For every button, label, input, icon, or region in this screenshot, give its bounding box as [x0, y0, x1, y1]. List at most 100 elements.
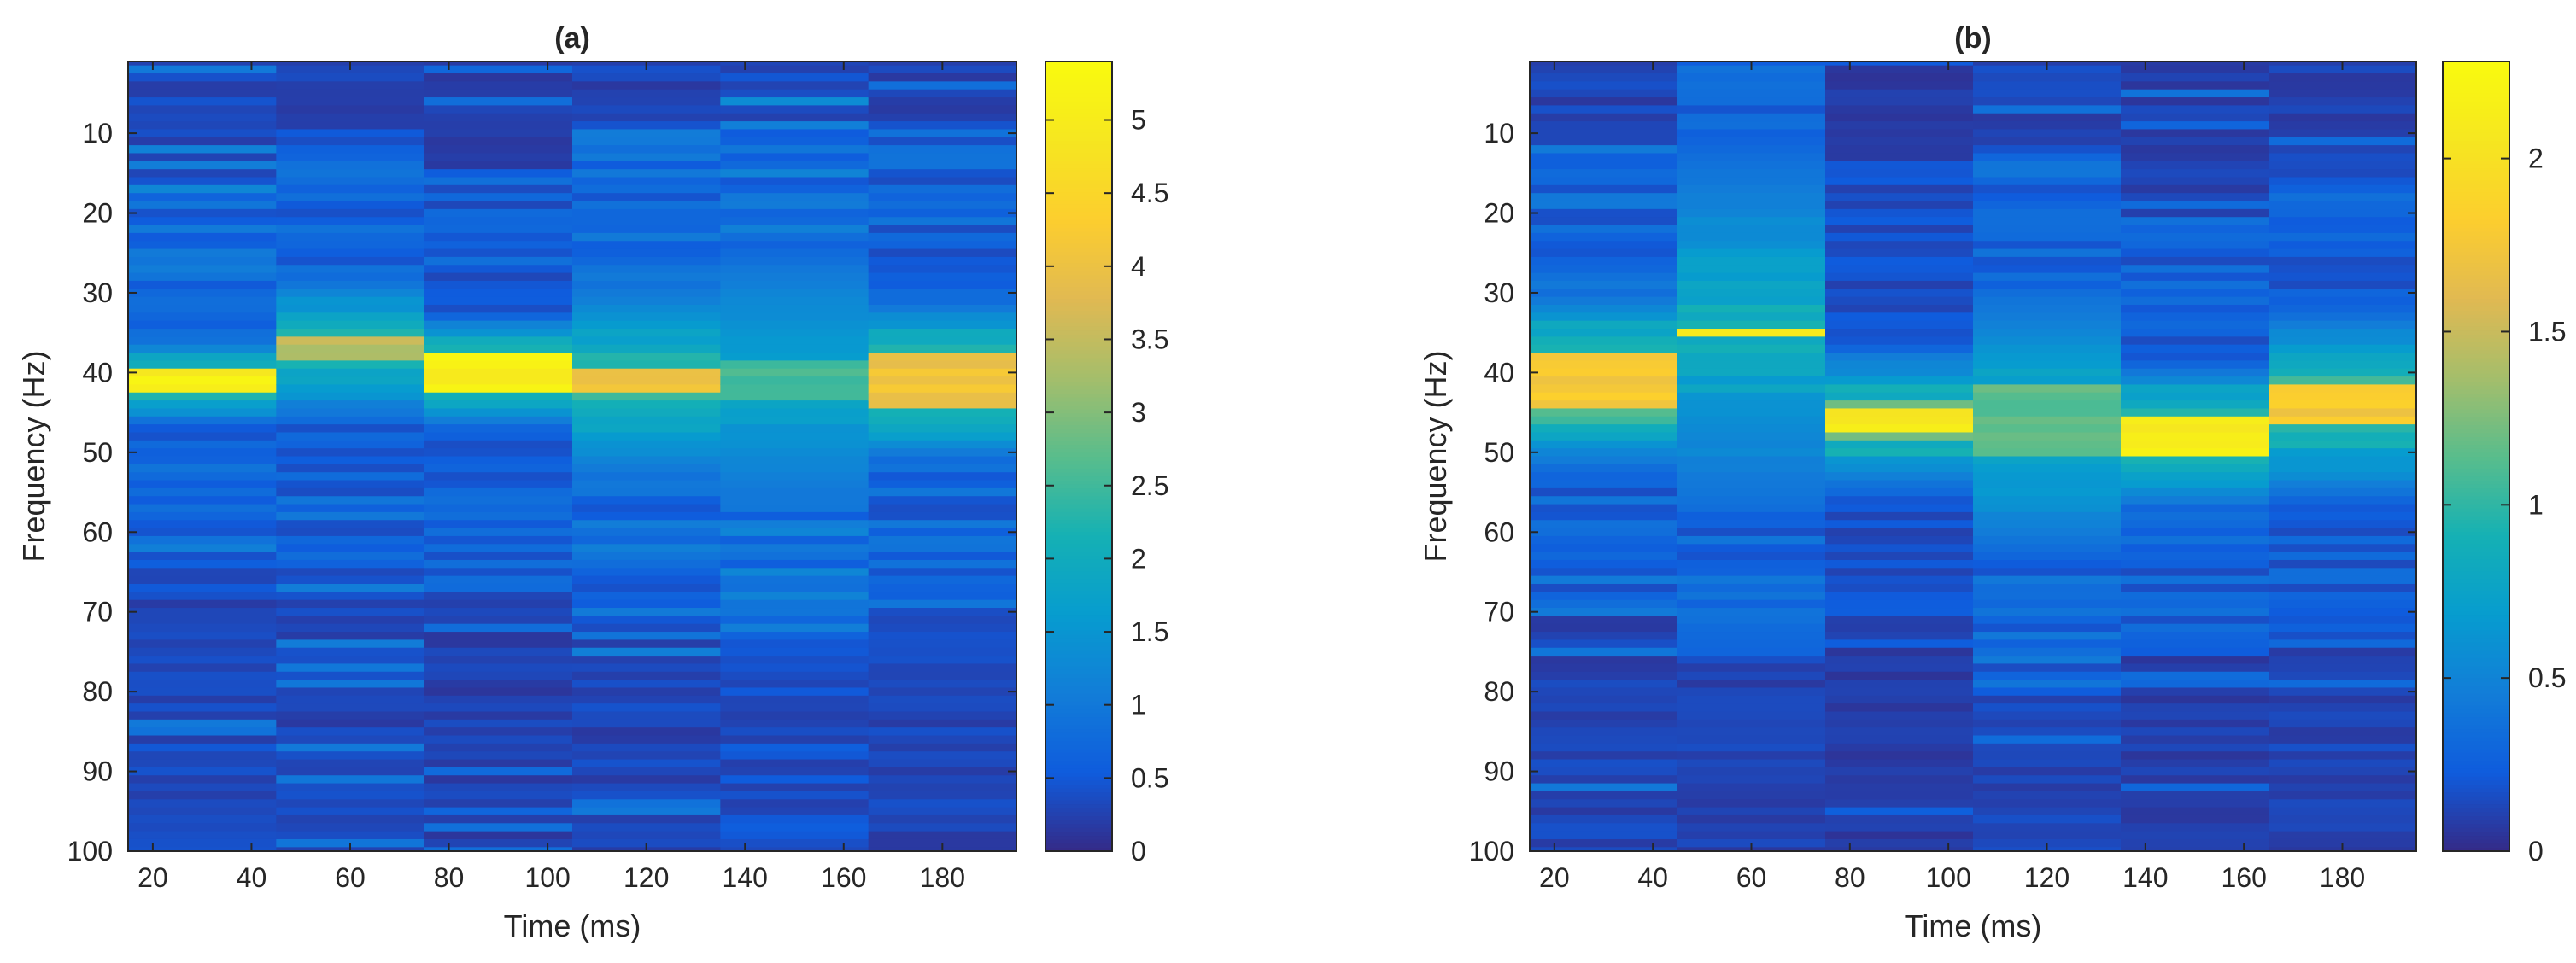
heatmap-cell-a-t90-f38 [424, 353, 573, 361]
heatmap-cell-a-t60-f11 [276, 137, 425, 146]
heatmap-cell-b-t180-f50 [2269, 448, 2417, 458]
heatmap-cell-a-t120-f45 [572, 408, 721, 417]
heatmap-cell-b-t180-f69 [2269, 599, 2417, 609]
heatmap-cell-a-t60-f3 [276, 73, 425, 82]
heatmap-cell-a-t60-f20 [276, 208, 425, 218]
heatmap-cell-a-t150-f48 [720, 432, 869, 441]
heatmap-cell-b-t90-f8 [1825, 113, 1974, 122]
colorbar-step-b [2443, 188, 2509, 193]
heatmap-cell-a-t150-f5 [720, 89, 869, 98]
colorbar-step-b [2443, 767, 2509, 773]
heatmap-cell-b-t30-f52 [1530, 464, 1678, 473]
heatmap-cell-b-t90-f90 [1825, 767, 1974, 776]
heatmap-cell-a-t150-f22 [720, 225, 869, 234]
heatmap-cell-a-t90-f59 [424, 520, 573, 529]
colorbar-step-b [2443, 61, 2509, 67]
heatmap-cell-a-t150-f42 [720, 384, 869, 394]
heatmap-cell-a-t150-f26 [720, 256, 869, 266]
heatmap-cell-a-t150-f15 [720, 169, 869, 178]
heatmap-cell-b-t120-f44 [1973, 400, 2122, 410]
heatmap-cell-b-t90-f20 [1825, 208, 1974, 218]
heatmap-cell-b-t150-f44 [2121, 400, 2269, 410]
heatmap-cell-a-t150-f21 [720, 217, 869, 226]
heatmap-cell-a-t60-f77 [276, 663, 425, 673]
heatmap-cell-a-t90-f26 [424, 256, 573, 266]
heatmap-cell-b-t120-f3 [1973, 73, 2122, 82]
heatmap-cell-b-t30-f18 [1530, 193, 1678, 202]
heatmap-cell-a-t120-f46 [572, 416, 721, 425]
colorbar-step-b [2443, 219, 2509, 225]
x-axis-label-a: Time (ms) [504, 908, 641, 943]
colorbar-step-a [1045, 61, 1112, 67]
heatmap-cell-a-t120-f85 [572, 727, 721, 737]
heatmap-cell-a-t150-f20 [720, 208, 869, 218]
heatmap-cell-b-t90-f70 [1825, 608, 1974, 616]
heatmap-cell-a-t120-f57 [572, 504, 721, 513]
heatmap-cell-a-t180-f24 [868, 241, 1017, 250]
heatmap-cell-a-t30-f4 [128, 81, 277, 90]
colorbar-step-a [1045, 480, 1112, 485]
heatmap-cell-b-t90-f2 [1825, 65, 1974, 74]
colorbar-step-b [2443, 641, 2509, 647]
heatmap-cell-a-t120-f64 [572, 559, 721, 569]
colorbar-step-b [2443, 772, 2509, 777]
heatmap-cell-b-t120-f55 [1973, 487, 2122, 497]
heatmap-cell-b-t30-f14 [1530, 160, 1678, 170]
colorbar-step-b [2443, 495, 2509, 500]
heatmap-cell-a-t90-f82 [424, 703, 573, 713]
heatmap-cell-b-t150-f100 [2121, 847, 2269, 852]
heatmap-cell-b-t30-f100 [1530, 847, 1678, 852]
colorbar-step-b [2443, 341, 2509, 347]
heatmap-cell-b-t120-f78 [1973, 671, 2122, 680]
heatmap-cell-a-t120-f82 [572, 703, 721, 713]
colorbar-step-b [2443, 152, 2509, 157]
heatmap-cell-b-t180-f40 [2269, 368, 2417, 377]
heatmap-cell-b-t90-f36 [1825, 336, 1974, 346]
heatmap-cell-b-t120-f38 [1973, 353, 2122, 361]
heatmap-cell-a-t90-f32 [424, 304, 573, 313]
colorbar-step-b [2443, 140, 2509, 145]
heatmap-cell-b-t90-f3 [1825, 73, 1974, 82]
heatmap-cell-b-t60-f28 [1677, 272, 1826, 282]
heatmap-cell-b-t150-f11 [2121, 137, 2269, 146]
heatmap-cell-b-t180-f35 [2269, 329, 2417, 337]
colorbar-step-a [1045, 254, 1112, 260]
colorbar-step-a [1045, 420, 1112, 426]
heatmap-cell-a-t30-f48 [128, 432, 277, 441]
heatmap-cell-b-t120-f67 [1973, 583, 2122, 592]
heatmap-cell-b-t150-f24 [2121, 241, 2269, 250]
heatmap-cell-b-t180-f6 [2269, 97, 2417, 106]
heatmap-cell-a-t30-f100 [128, 847, 277, 852]
heatmap-cell-b-t30-f83 [1530, 711, 1678, 721]
heatmap-cell-b-t60-f68 [1677, 592, 1826, 601]
heatmap-cell-a-t30-f24 [128, 241, 277, 250]
chart-title-a: (a) [554, 22, 590, 55]
heatmap-cell-a-t30-f65 [128, 568, 277, 577]
heatmap-cell-b-t180-f80 [2269, 687, 2417, 697]
heatmap-cell-a-t120-f9 [572, 121, 721, 131]
colorbar-step-b [2443, 531, 2509, 536]
heatmap-cell-a-t150-f45 [720, 408, 869, 417]
heatmap-cell-a-t90-f79 [424, 680, 573, 689]
heatmap-cell-a-t150-f78 [720, 671, 869, 680]
heatmap-cell-a-t60-f29 [276, 280, 425, 289]
heatmap-cell-b-t120-f82 [1973, 703, 2122, 713]
heatmap-cell-b-t180-f21 [2269, 217, 2417, 226]
heatmap-cell-a-t90-f28 [424, 272, 573, 282]
heatmap-cell-a-t120-f92 [572, 783, 721, 792]
colorbar-step-a [1045, 487, 1112, 493]
heatmap-cell-b-t150-f68 [2121, 592, 2269, 601]
heatmap-cell-a-t60-f82 [276, 703, 425, 713]
colorbar-step-a [1045, 140, 1112, 145]
colorbar-step-a [1045, 701, 1112, 706]
heatmap-cell-a-t30-f78 [128, 671, 277, 680]
heatmap-cell-b-t30-f55 [1530, 487, 1678, 497]
y-axis-label-b: Frequency (Hz) [1418, 350, 1453, 562]
heatmap-cell-a-t60-f51 [276, 456, 425, 465]
heatmap-cell-b-t60-f77 [1677, 663, 1826, 673]
heatmap-cell-a-t90-f49 [424, 440, 573, 449]
colorbar-step-b [2443, 227, 2509, 232]
heatmap-cell-b-t60-f79 [1677, 680, 1826, 689]
colorbar-step-b [2443, 259, 2509, 264]
colorbar-step-a [1045, 211, 1112, 216]
